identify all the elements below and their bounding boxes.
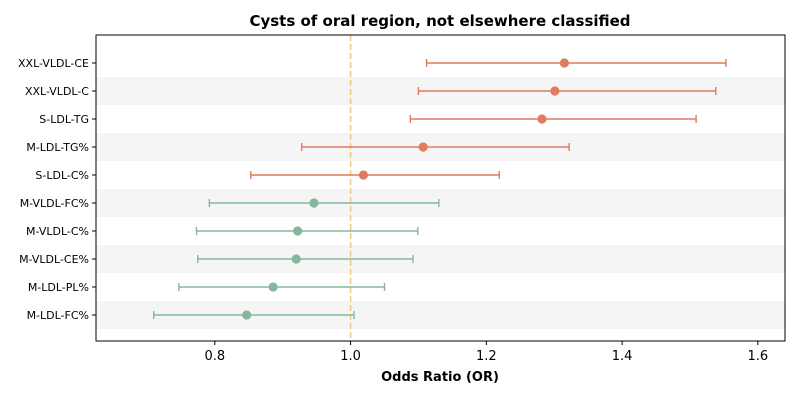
- data-row: [425, 58, 727, 68]
- data-row: [152, 310, 355, 320]
- data-rows: [152, 58, 727, 320]
- data-row: [178, 282, 386, 292]
- y-tick-label: M-VLDL-CE%: [19, 253, 89, 266]
- x-tick-label: 0.8: [204, 349, 225, 364]
- data-row: [409, 114, 697, 124]
- or-point: [418, 142, 428, 152]
- y-tick-label: M-LDL-TG%: [26, 141, 89, 154]
- data-row: [417, 86, 717, 96]
- row-band: [96, 189, 785, 217]
- y-tick-label: XXL-VLDL-CE: [18, 57, 89, 70]
- data-row: [300, 142, 570, 152]
- or-point: [242, 310, 252, 320]
- or-point: [537, 114, 547, 124]
- or-point: [268, 282, 278, 292]
- y-tick-label: M-VLDL-FC%: [20, 197, 89, 210]
- plot-frame: [95, 34, 786, 342]
- y-tick-label: M-LDL-PL%: [28, 281, 89, 294]
- y-axis-ticks: XXL-VLDL-CE XXL-VLDL-C S-LDL-TG M-LDL-TG% S-…: [18, 57, 96, 322]
- or-point: [550, 86, 560, 96]
- or-point: [291, 254, 301, 264]
- x-tick-label: 1.0: [340, 349, 361, 364]
- chart-title: Cysts of oral region, not elsewhere clas…: [249, 12, 630, 30]
- data-row: [197, 254, 414, 264]
- or-point: [293, 226, 303, 236]
- or-point: [309, 198, 319, 208]
- or-point: [358, 170, 369, 180]
- x-tick-label: 1.2: [476, 349, 497, 364]
- y-tick-label: S-LDL-TG: [39, 113, 89, 126]
- y-tick-label: S-LDL-C%: [35, 169, 89, 182]
- row-bands: [96, 77, 785, 329]
- data-row: [250, 170, 500, 180]
- data-row: [208, 198, 440, 208]
- y-tick-label: XXL-VLDL-C: [25, 85, 89, 98]
- y-tick-label: M-LDL-FC%: [27, 309, 89, 322]
- x-axis-ticks: 0.8 1.0 1.2 1.4 1.6: [204, 341, 768, 364]
- x-tick-label: 1.6: [748, 349, 769, 364]
- y-tick-label: M-VLDL-C%: [26, 225, 89, 238]
- or-point: [559, 58, 569, 68]
- data-row: [195, 226, 419, 236]
- x-tick-label: 1.4: [612, 349, 633, 364]
- x-axis-label: Odds Ratio (OR): [381, 370, 499, 385]
